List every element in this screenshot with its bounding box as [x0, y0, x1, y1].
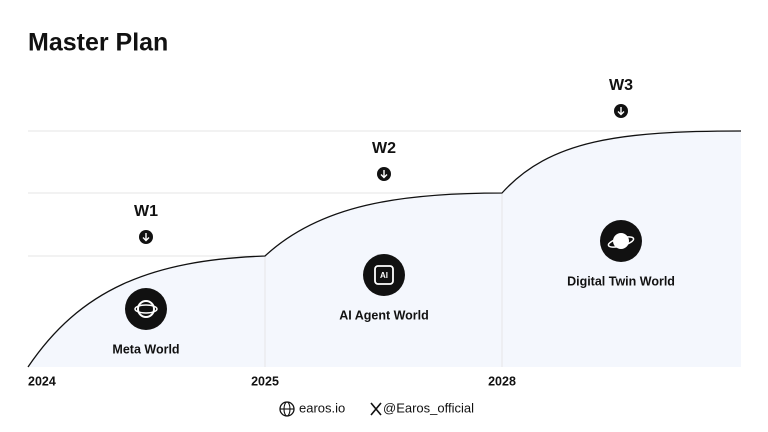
arrow: [142, 233, 150, 242]
arrow: [617, 107, 625, 116]
growth-curve: [27, 130, 742, 368]
icon-glyph: [134, 304, 158, 314]
stage-name: Meta World: [112, 342, 179, 356]
website[interactable]: earos.io: [299, 400, 345, 415]
wave-label: W1: [134, 203, 158, 220]
stage-name: AI Agent World: [339, 308, 429, 322]
stage-icon: [125, 288, 167, 330]
stage-name: Digital Twin World: [567, 274, 675, 288]
year-label: 2025: [251, 374, 279, 388]
icon-glyph: [607, 236, 635, 248]
year-label: 2028: [488, 374, 516, 388]
wave-label: W3: [609, 77, 633, 94]
icon-glyph: [137, 300, 155, 318]
year-label: 2024: [28, 374, 56, 388]
arrow: [380, 170, 388, 179]
social-handle[interactable]: @Earos_official: [383, 400, 474, 415]
stage-icon: [363, 254, 405, 296]
wave-label: W2: [372, 140, 396, 157]
x-icon: [370, 402, 382, 416]
title: Master Plan: [28, 29, 168, 57]
icon-glyph: [374, 265, 394, 285]
icon-text: AI: [380, 271, 388, 280]
